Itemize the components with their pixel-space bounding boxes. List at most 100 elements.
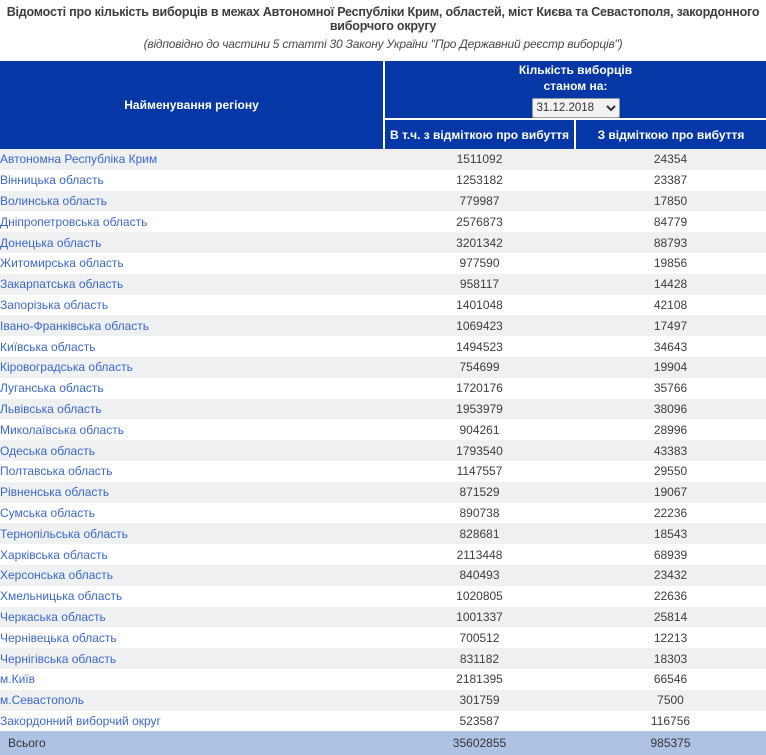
voter-count: 779987: [384, 190, 575, 212]
region-link[interactable]: Запорізька область: [0, 297, 109, 312]
region-link[interactable]: Луганська область: [0, 381, 104, 396]
departed-count: 29550: [575, 460, 766, 482]
voter-count: 1253182: [384, 169, 575, 191]
departed-count: 22236: [575, 502, 766, 524]
region-link[interactable]: Сумська область: [0, 505, 95, 520]
region-link[interactable]: Житомирська область: [0, 256, 124, 271]
departed-count: 18303: [575, 648, 766, 669]
voter-count: 904261: [384, 419, 575, 441]
region-link[interactable]: Хмельницька область: [0, 589, 123, 604]
departed-count: 19067: [575, 481, 766, 503]
voter-count: 1494523: [384, 336, 575, 357]
departed-count: 42108: [575, 294, 766, 316]
date-select[interactable]: 31.12.2018: [531, 98, 620, 118]
departed-count: 23432: [575, 564, 766, 586]
voter-count: 1001337: [384, 606, 575, 628]
region-link[interactable]: Закарпатська область: [0, 277, 124, 292]
table-row: Чернігівська область 831182 18303: [0, 648, 766, 669]
voter-count: 2181395: [384, 668, 575, 690]
departed-count: 12213: [575, 627, 766, 649]
count-column-header: Кількість виборців станом на: 31.12.2018: [383, 61, 766, 120]
table-row: Хмельницька область 1020805 22636: [0, 585, 766, 607]
table-row: Рівненська область 871529 19067: [0, 481, 766, 503]
page-title: Відомості про кількість виборців в межах…: [6, 5, 760, 33]
region-link[interactable]: Волинська область: [0, 193, 107, 208]
departed-count: 28996: [575, 419, 766, 441]
region-link[interactable]: Черкаська область: [0, 609, 106, 624]
voter-count: 890738: [384, 502, 575, 524]
voter-count: 828681: [384, 523, 575, 545]
departed-count: 43383: [575, 440, 766, 461]
count-header-line2: станом на:: [543, 79, 608, 93]
voter-count: 2576873: [384, 211, 575, 233]
table-row: Закарпатська область 958117 14428: [0, 273, 766, 295]
voter-count: 840493: [384, 564, 575, 586]
region-link[interactable]: Автономна Республіка Крим: [0, 152, 158, 167]
table-row: Кіровоградська область 754699 19904: [0, 356, 766, 378]
table-row: Черкаська область 1001337 25814: [0, 606, 766, 628]
voter-count: 3201342: [384, 232, 575, 253]
departed-count: 88793: [575, 232, 766, 253]
departed-count: 14428: [575, 273, 766, 295]
voter-count: 831182: [384, 648, 575, 669]
departed-count: 22636: [575, 585, 766, 607]
departed-count: 116756: [575, 710, 766, 732]
departed-count: 25814: [575, 606, 766, 628]
departed-count: 66546: [575, 668, 766, 690]
region-link[interactable]: Київська область: [0, 339, 96, 354]
table-row: Херсонська область 840493 23432: [0, 564, 766, 586]
total-voter-count: 35602855: [384, 731, 575, 755]
region-link[interactable]: Донецька область: [0, 235, 102, 250]
region-link[interactable]: Дніпропетровська область: [0, 214, 148, 229]
table-row: Донецька область 3201342 88793: [0, 232, 766, 253]
region-link[interactable]: Закордонний виборчий округ: [0, 713, 161, 728]
region-link[interactable]: Чернігівська область: [0, 651, 117, 666]
table-row: Луганська область 1720176 35766: [0, 377, 766, 399]
table-row: Волинська область 779987 17850: [0, 190, 766, 212]
total-row: Всього 35602855 985375: [0, 731, 766, 755]
table-row: Івано-Франківська область 1069423 17497: [0, 315, 766, 337]
table-row: Львівська область 1953979 38096: [0, 398, 766, 420]
page: Відомості про кількість виборців в межах…: [0, 5, 766, 755]
departed-count: 18543: [575, 523, 766, 545]
count-header-line1: Кількість виборців: [518, 63, 633, 77]
table-row: Закордонний виборчий округ 523587 116756: [0, 710, 766, 732]
voter-count: 1793540: [384, 440, 575, 461]
region-column-header: Найменування регіону: [0, 61, 384, 149]
region-link[interactable]: Львівська область: [0, 401, 102, 416]
region-link[interactable]: Тернопільська область: [0, 526, 128, 541]
page-subtitle: (відповідно до частини 5 статті 30 Закон…: [143, 37, 623, 51]
voter-count: 1511092: [384, 149, 575, 170]
voter-count: 977590: [384, 252, 575, 274]
region-link[interactable]: м.Київ: [0, 672, 35, 687]
table-row: м.Севастополь 301759 7500: [0, 689, 766, 711]
region-link[interactable]: Одеська область: [0, 443, 95, 458]
table-row: Тернопільська область 828681 18543: [0, 523, 766, 545]
voter-count: 1953979: [384, 398, 575, 420]
table-row: Запорізька область 1401048 42108: [0, 294, 766, 316]
departed-count: 19856: [575, 252, 766, 274]
departed-count: 17497: [575, 315, 766, 337]
table-row: Сумська область 890738 22236: [0, 502, 766, 524]
voter-count: 1069423: [384, 315, 575, 337]
col2-header: В т.ч. з відміткою про вибуття: [383, 119, 575, 149]
region-link[interactable]: Вінницька область: [0, 173, 104, 188]
voter-count: 1720176: [384, 377, 575, 399]
region-link[interactable]: Харківська область: [0, 547, 108, 562]
table-row: Чернівецька область 700512 12213: [0, 627, 766, 649]
region-link[interactable]: Івано-Франківська область: [0, 318, 150, 333]
region-link[interactable]: Рівненська область: [0, 485, 110, 500]
table-row: м.Київ 2181395 66546: [0, 668, 766, 690]
region-link[interactable]: Миколаївська область: [0, 422, 124, 437]
table-row: Харківська область 2113448 68939: [0, 544, 766, 565]
region-link[interactable]: Чернівецька область: [0, 630, 117, 645]
departed-count: 34643: [575, 336, 766, 357]
region-link[interactable]: Полтавська область: [0, 464, 113, 479]
region-link[interactable]: м.Севастополь: [0, 693, 85, 708]
table-row: Миколаївська область 904261 28996: [0, 419, 766, 441]
region-link[interactable]: Херсонська область: [0, 568, 113, 583]
voter-count: 700512: [384, 627, 575, 649]
region-link[interactable]: Кіровоградська область: [0, 360, 133, 375]
voter-count: 523587: [384, 710, 575, 732]
departed-count: 23387: [575, 169, 766, 191]
